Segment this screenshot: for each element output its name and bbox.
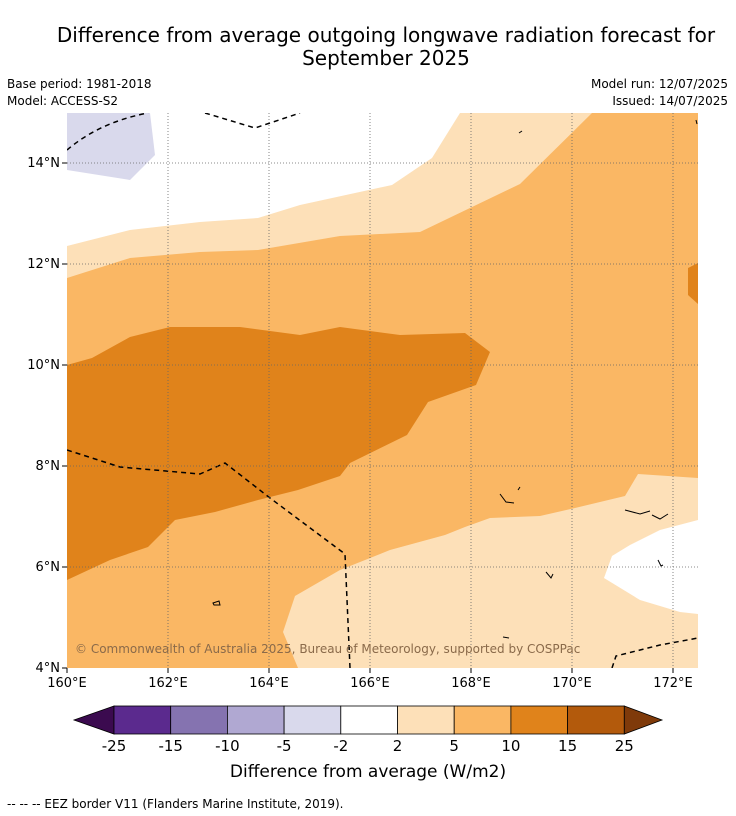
lon-label: 172°E [653,676,693,691]
colorbar-tick-label: 5 [449,737,459,755]
axis-labels: 4°N 6°N 8°N 10°N 12°N 14°N 160°E 162°E 1… [27,156,693,691]
title-line-1: Difference from average outgoing longwav… [56,23,716,47]
colorbar-segment [567,705,625,735]
gridlines [67,113,698,668]
colorbar-segment [170,705,228,735]
lon-label: 166°E [350,676,390,691]
band-10-to-15 [67,327,490,580]
colorbar-tick-label: -15 [158,737,183,755]
lat-label: 12°N [27,257,60,272]
colorbar-tick-label: -5 [277,737,292,755]
lon-label: 162°E [148,676,188,691]
islands [212,119,698,639]
axis-ticks [62,162,674,673]
band-neutral-southeast [604,520,698,614]
band-10-to-15-east [688,263,698,304]
map-fields [67,113,698,668]
lon-label: 168°E [451,676,491,691]
eez-borders [67,113,698,668]
colorbar-extend-low [72,705,115,735]
issued-date: Issued: 14/07/2025 [612,94,728,108]
lon-label: 160°E [47,676,87,691]
lat-label: 10°N [27,358,60,373]
colorbar-segment [340,705,398,735]
lon-label: 164°E [249,676,289,691]
lat-label: 6°N [36,560,61,575]
colorbar: -25 -15 -10 -5 -2 2 5 10 15 25 [72,705,664,755]
colorbar-extend-high [623,705,664,735]
colorbar-segment [453,705,512,735]
colorbar-segment [113,705,172,735]
colorbar-segment [397,705,455,735]
base-period: Base period: 1981-2018 [7,77,152,91]
eez-footnote: -- -- -- EEZ border V11 (Flanders Marine… [7,797,344,811]
colorbar-tick-label: 25 [615,737,634,755]
lon-label: 170°E [552,676,592,691]
title-line-2: September 2025 [302,46,470,70]
lat-label: 8°N [36,459,61,474]
colorbar-tick-label: 2 [393,737,403,755]
lat-label: 4°N [36,661,61,676]
colorbar-title: Difference from average (W/m2) [229,762,507,782]
colorbar-segment [283,705,342,735]
lat-label: 14°N [27,156,60,171]
colorbar-segment [226,705,285,735]
model-name: Model: ACCESS-S2 [7,94,119,108]
model-run: Model run: 12/07/2025 [590,77,728,91]
band-neutral-north [67,113,460,246]
colorbar-tick-label: 15 [558,737,577,755]
colorbar-tick-label: 10 [501,737,520,755]
colorbar-tick-label: -2 [333,737,348,755]
colorbar-tick-label: -25 [102,737,127,755]
colorbar-segment [510,705,568,735]
copyright-notice: © Commonwealth of Australia 2025, Bureau… [75,642,580,656]
colorbar-tick-label: -10 [215,737,240,755]
